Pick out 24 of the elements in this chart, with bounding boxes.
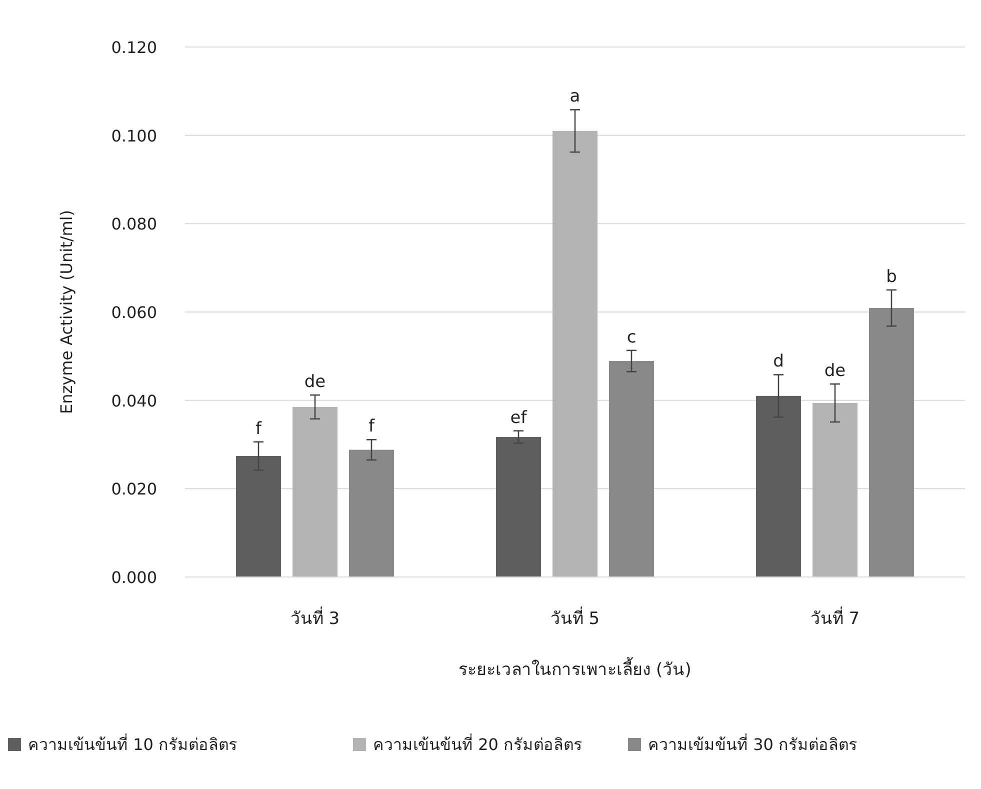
- y-tick-label: 0.080: [111, 214, 157, 234]
- y-tick-label: 0.000: [111, 568, 157, 587]
- data-label: f: [368, 416, 376, 437]
- data-label: de: [824, 360, 846, 381]
- legend-label: ความเข้นข้นที่ 20 กรัมต่อลิตร: [373, 733, 583, 754]
- y-tick-label: 0.060: [111, 303, 157, 322]
- data-label: d: [773, 352, 784, 372]
- legend-label: ความเข้นข้นที่ 10 กรัมต่อลิตร: [28, 733, 238, 754]
- y-tick-label: 0.100: [111, 126, 157, 146]
- data-label: f: [256, 418, 262, 439]
- x-axis-title: ระยะเวลาในการเพาะเลี้ยง (วัน): [458, 657, 692, 680]
- y-axis-title: Enzyme Activity (Unit/ml): [57, 210, 76, 414]
- y-tick-label: 0.120: [111, 38, 157, 57]
- x-tick-label: วันที่ 5: [550, 606, 600, 629]
- data-label: ef: [510, 408, 528, 428]
- data-label: a: [570, 86, 580, 107]
- x-tick-label: วันที่ 7: [810, 606, 860, 629]
- legend-label: ความเข้มข้นที่ 30 กรัมต่อลิตร: [648, 733, 858, 754]
- data-label: c: [626, 327, 636, 348]
- x-tick-label: วันที่ 3: [290, 606, 340, 629]
- data-label: b: [886, 266, 897, 287]
- y-tick-label: 0.020: [111, 480, 157, 499]
- y-tick-label: 0.040: [111, 391, 157, 410]
- data-label: de: [304, 372, 326, 392]
